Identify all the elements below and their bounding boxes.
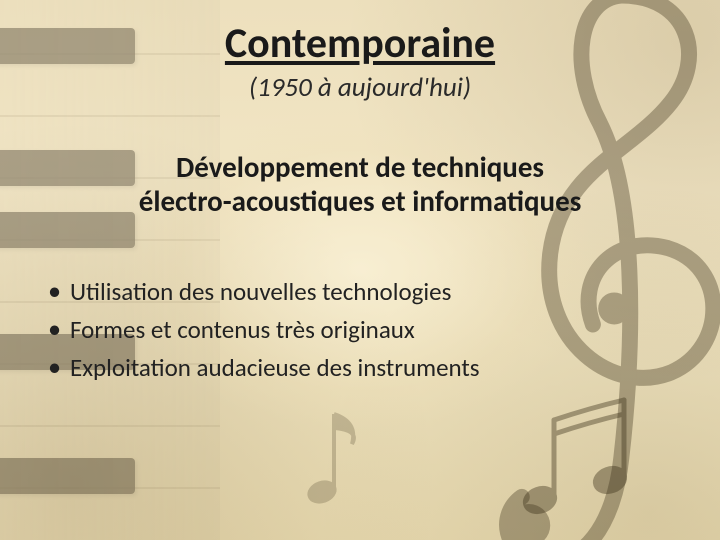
slide-title: Contemporaine <box>28 18 692 69</box>
heading-line-1: Développement de techniques <box>176 149 544 185</box>
slide-subtitle: (1950 à aujourd'hui) <box>28 71 692 104</box>
slide-content: Contemporaine (1950 à aujourd'hui) Dével… <box>0 0 720 540</box>
heading-line-2: électro-acoustiques et informatiques <box>139 183 582 219</box>
bullet-item: Exploitation audacieuse des instruments <box>44 352 692 384</box>
bullet-list: Utilisation des nouvelles technologies Fo… <box>44 276 692 384</box>
slide-heading: Développement de techniques électro-acou… <box>28 150 692 218</box>
bullet-item: Formes et contenus très originaux <box>44 314 692 346</box>
bullet-item: Utilisation des nouvelles technologies <box>44 276 692 308</box>
